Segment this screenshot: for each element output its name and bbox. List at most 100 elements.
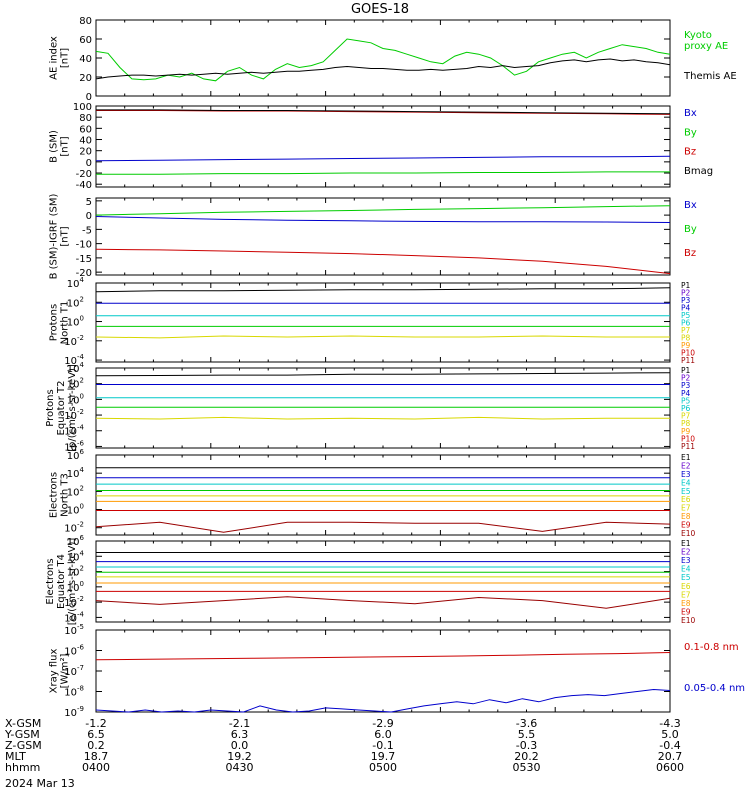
series-line-bmag — [96, 109, 671, 115]
y-tick-exponent: 4 — [80, 549, 85, 557]
y-tick-exponent: 4 — [80, 361, 85, 369]
y-tick-exponent: 0 — [80, 503, 84, 511]
panel-frame — [95, 540, 671, 623]
y-tick-label: 40 — [79, 54, 92, 65]
y-tick-exponent: 4 — [80, 276, 85, 284]
footer-row-label: X-GSM — [5, 717, 41, 730]
y-tick-label: -15 — [76, 254, 92, 265]
footer-value: 0600 — [656, 761, 684, 774]
footer-value: 19.2 — [227, 750, 252, 763]
legend-entry: Bx — [684, 108, 697, 119]
panel-frame — [95, 105, 671, 188]
legend-entry: P8 — [681, 334, 691, 343]
y-tick-exponent: 0 — [80, 392, 84, 400]
legend-entry: E8 — [681, 512, 691, 521]
y-tick-label: -10 — [76, 240, 92, 251]
legend-entry: P4 — [681, 304, 691, 313]
legend-entry: P4 — [681, 389, 691, 398]
footer-value: 6.0 — [374, 728, 392, 741]
figure-title: GOES-18 — [351, 2, 409, 17]
y-tick-label: 104 — [67, 276, 85, 290]
y-tick-label: 60 — [79, 35, 92, 46]
panel-frame — [95, 19, 671, 97]
series-line-bz — [96, 110, 671, 115]
y-axis-label: Electrons — [45, 558, 56, 604]
footer-value: -1.2 — [85, 717, 106, 730]
y-tick-exponent: 0 — [80, 315, 84, 323]
y-tick-exponent: 2 — [80, 377, 84, 385]
y-axis-label: Xray flux — [49, 649, 60, 694]
legend-entry: P2 — [681, 289, 691, 298]
y-axis-label: North T1 — [60, 301, 71, 345]
footer-row-label: MLT — [5, 750, 26, 763]
footer-row-label: Z-GSM — [5, 739, 42, 752]
footer-value: 6.5 — [87, 728, 105, 741]
y-tick-label: -20 — [76, 169, 92, 180]
legend-entry: E6 — [681, 495, 691, 504]
date-label: 2024 Mar 13 — [5, 777, 75, 790]
footer-row-label: Y-GSM — [4, 728, 40, 741]
y-tick-exponent: -4 — [77, 424, 85, 432]
orbit-footer: X-GSM -1.2 -2.1 -2.9 -3.6 -4.3 Y-GSM 6.5 6.3 6.0 5… — [4, 717, 684, 774]
y-tick-label: 0 — [86, 92, 92, 103]
footer-value: -2.1 — [229, 717, 250, 730]
footer-value: 0.0 — [231, 739, 249, 752]
y-tick-exponent: -6 — [77, 644, 85, 652]
y-axis-label: North T3 — [60, 473, 71, 517]
y-tick-exponent: 6 — [80, 448, 85, 456]
y-tick-label: 0 — [86, 158, 92, 169]
series-line-p8 — [95, 416, 670, 420]
legend-entry: E1 — [681, 453, 691, 462]
footer-value: 6.3 — [231, 728, 249, 741]
legend-entry: P11 — [681, 356, 695, 365]
panel-frame — [95, 282, 671, 363]
y-tick-exponent: -5 — [77, 623, 84, 631]
footer-value: -2.9 — [372, 717, 393, 730]
legend-entry: P3 — [681, 381, 691, 390]
y-tick-exponent: 2 — [80, 565, 84, 573]
series-line-0-05-0-4-nm — [95, 688, 671, 713]
legend-entry: E7 — [681, 504, 691, 513]
y-axis-label: [e/(cm²-s-sr-keV)] — [67, 538, 78, 626]
footer-value: -0.1 — [372, 739, 393, 752]
y-tick-label: 10-2 — [64, 521, 84, 535]
series-line-e10 — [95, 596, 671, 609]
legend-entry: P1 — [681, 281, 691, 290]
y-tick-label: 40 — [79, 136, 92, 147]
legend-entry: E9 — [681, 521, 691, 530]
y-tick-label: 20 — [79, 147, 92, 158]
legend-entry: Kyoto — [684, 30, 712, 41]
y-axis-label: Equator T4 — [56, 554, 67, 609]
y-tick-label: 100 — [73, 102, 92, 113]
series-line-p8 — [95, 335, 670, 339]
legend-entry: P8 — [681, 419, 691, 428]
y-tick-exponent: -9 — [77, 705, 84, 713]
y-tick-label: 60 — [79, 124, 92, 135]
legend-entry: Themis AE — [683, 71, 737, 82]
y-axis-label: Protons — [49, 304, 60, 341]
legend-entry: E2 — [681, 548, 691, 557]
y-tick-label: -40 — [76, 180, 92, 191]
footer-value: -4.3 — [659, 717, 680, 730]
panel-frame — [95, 367, 671, 449]
footer-value: 19.7 — [371, 750, 396, 763]
y-tick-exponent: 2 — [80, 295, 84, 303]
legend-entry: By — [684, 127, 697, 138]
series-line-bx — [95, 216, 671, 223]
series-line-p1 — [95, 372, 671, 377]
y-tick-exponent: 2 — [80, 484, 84, 492]
footer-value: -0.3 — [516, 739, 537, 752]
y-tick-exponent: -7 — [77, 664, 84, 672]
legend-entry: P5 — [681, 396, 691, 405]
footer-value: 0500 — [369, 761, 397, 774]
legend-entry: P3 — [681, 296, 691, 305]
legend-entry: Bmag — [684, 166, 713, 177]
y-axis-label: Electrons — [49, 472, 60, 518]
y-tick-exponent: -4 — [77, 353, 85, 361]
legend-entry: E6 — [681, 582, 691, 591]
footer-value: 20.2 — [514, 750, 539, 763]
y-tick-exponent: 6 — [80, 534, 85, 542]
